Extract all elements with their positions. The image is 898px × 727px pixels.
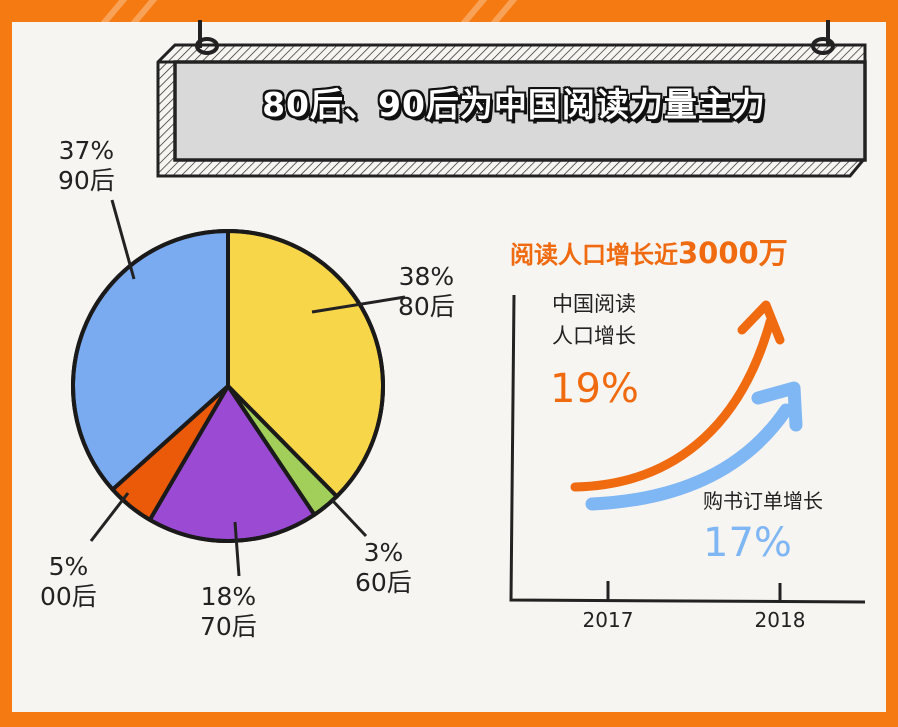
growth-axes — [509, 294, 866, 604]
order-growth-arrow — [585, 381, 803, 511]
x-tick-2017: 2017 — [582, 608, 634, 632]
growth-headline: 阅读人口增长近3000万 — [510, 230, 788, 272]
order-growth-value: 17% — [703, 520, 792, 566]
slice-percent: 38% — [398, 262, 455, 291]
slice-category: 90后 — [58, 166, 115, 195]
page-title: 80后、90后为中国阅读力量主力 — [262, 85, 766, 124]
order-growth-label: 购书订单增长 — [703, 489, 823, 513]
pie-label-70s: 18% 70后 — [200, 582, 257, 642]
reader-growth-value: 19% — [550, 366, 639, 412]
slice-category: 00后 — [40, 582, 97, 611]
headline-text: 阅读人口增长近 — [510, 241, 678, 269]
pie-leader-lines — [89, 199, 406, 577]
slice-category: 80后 — [398, 292, 455, 321]
pie-outline — [71, 229, 385, 543]
pie-label-60s: 3% 60后 — [355, 538, 412, 598]
title-sign — [156, 20, 867, 178]
pie-label-00s: 5% 00后 — [40, 552, 97, 612]
slice-category: 60后 — [355, 568, 412, 597]
slice-percent: 37% — [58, 136, 115, 165]
x-tick-2018: 2018 — [754, 608, 806, 632]
pie-label-90s: 37% 90后 — [58, 136, 115, 196]
slice-percent: 5% — [48, 552, 89, 581]
reader-label-line1: 中国阅读 — [552, 292, 636, 316]
slice-percent: 3% — [363, 538, 404, 567]
slice-percent: 18% — [200, 582, 257, 611]
reader-growth-label: 中国阅读 人口增长 — [552, 288, 636, 352]
reader-label-line2: 人口增长 — [552, 324, 636, 348]
pie-chart — [71, 229, 386, 543]
headline-number: 3000万 — [678, 236, 788, 270]
pie-label-80s: 38% 80后 — [398, 262, 455, 322]
slice-category: 70后 — [200, 612, 257, 641]
reader-growth-arrow — [570, 300, 785, 492]
